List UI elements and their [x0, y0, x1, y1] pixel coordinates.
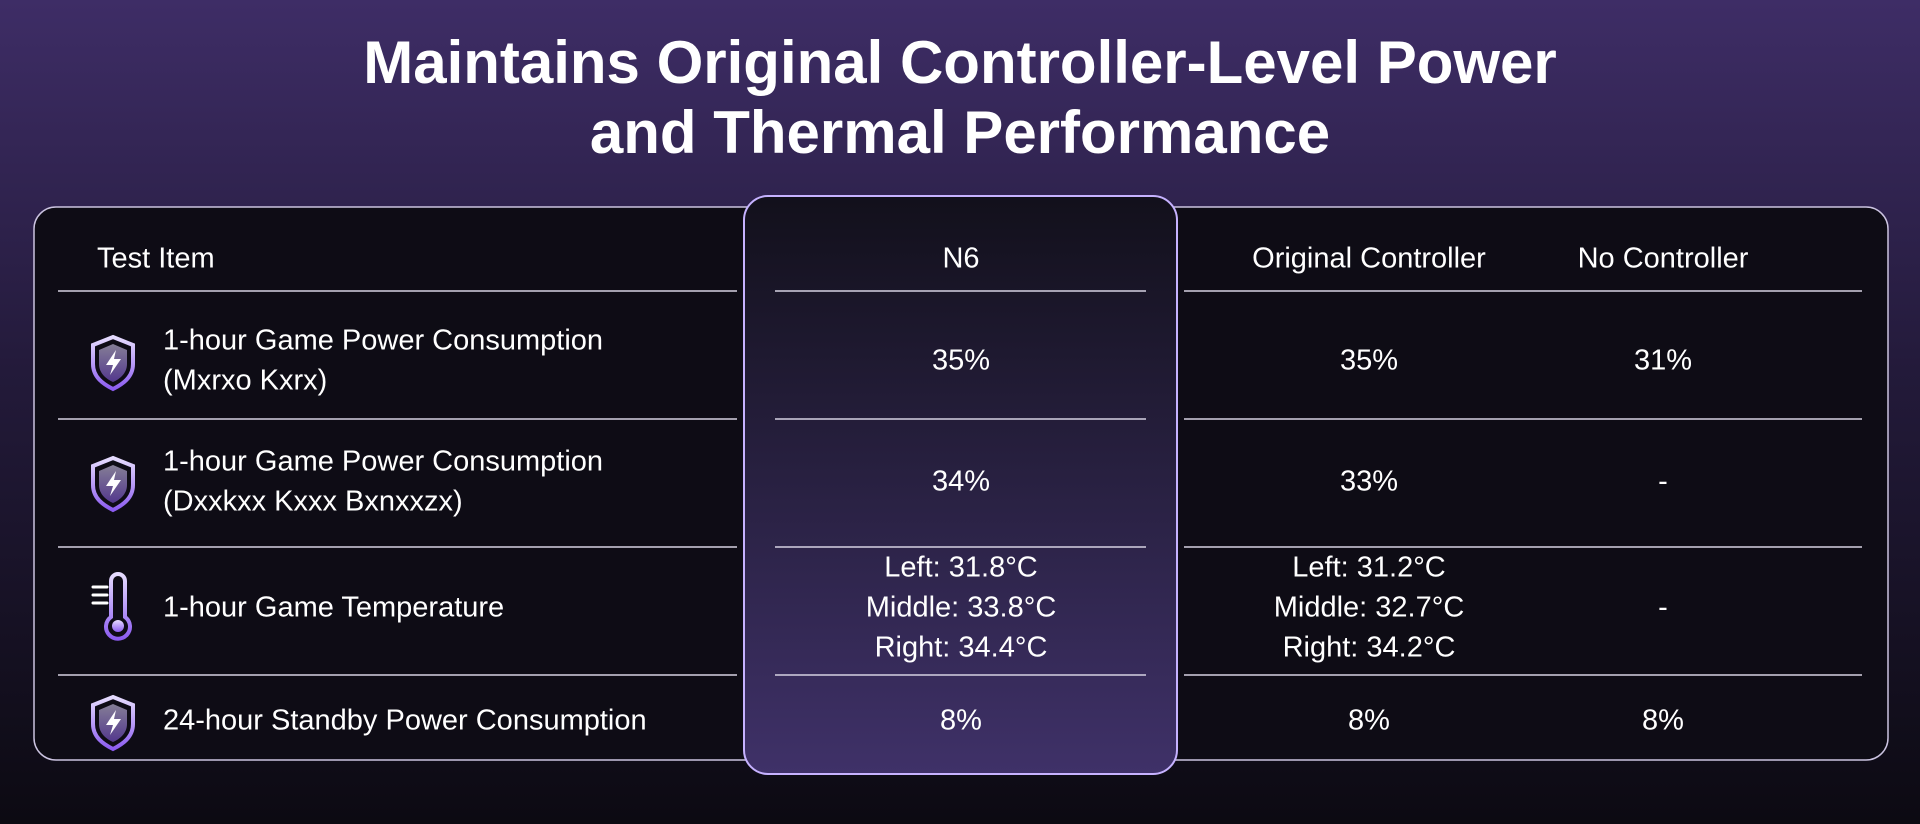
- header-cell: N6: [942, 243, 979, 275]
- header-cell: No Controller: [1578, 243, 1749, 275]
- bolt: [106, 471, 121, 496]
- value-cell: -: [1658, 466, 1668, 498]
- thermo-body: [104, 572, 132, 641]
- shield-icon: [91, 334, 135, 392]
- value-cell: 35%: [1340, 345, 1398, 377]
- value-cell: Middle: 33.8°C: [866, 592, 1057, 624]
- highlight-column: [743, 195, 1178, 775]
- shield-shape: [91, 694, 135, 752]
- thermo-bulb: [112, 620, 124, 632]
- thermometer-icon: [91, 572, 132, 641]
- value-cell: 8%: [1642, 705, 1684, 737]
- row-label: 1-hour Game Power Consumption: [163, 446, 603, 478]
- row-label: 1-hour Game Power Consumption: [163, 325, 603, 357]
- value-cell: Right: 34.2°C: [1283, 632, 1456, 664]
- value-cell: 33%: [1340, 466, 1398, 498]
- header-cell: Original Controller: [1252, 243, 1486, 275]
- value-cell: Middle: 32.7°C: [1274, 592, 1465, 624]
- value-cell: Left: 31.8°C: [884, 552, 1037, 584]
- bolt: [106, 350, 121, 375]
- value-cell: 8%: [940, 705, 982, 737]
- row-label: 1-hour Game Temperature: [163, 592, 504, 624]
- value-cell: 31%: [1634, 345, 1692, 377]
- value-cell: Left: 31.2°C: [1292, 552, 1445, 584]
- title-line: Maintains Original Controller-Level Powe…: [363, 29, 1557, 96]
- value-cell: 35%: [932, 345, 990, 377]
- header-cell: Test Item: [97, 243, 215, 275]
- bolt: [106, 710, 121, 735]
- shield-icon: [91, 694, 135, 752]
- value-cell: Right: 34.4°C: [875, 632, 1048, 664]
- value-cell: -: [1658, 592, 1668, 624]
- shield-shape: [91, 334, 135, 392]
- title-line: and Thermal Performance: [590, 99, 1330, 166]
- row-label: (Mxrxo Kxrx): [163, 365, 327, 397]
- value-cell: 8%: [1348, 705, 1390, 737]
- table: Test Item N6 Original Controller No Control…: [58, 243, 1862, 752]
- shield-shape: [91, 455, 135, 513]
- row-label: (Dxxkxx Kxxx Bxnxxzx): [163, 486, 463, 518]
- shield-icon: [91, 455, 135, 513]
- value-cell: 34%: [932, 466, 990, 498]
- row-label: 24-hour Standby Power Consumption: [163, 705, 647, 737]
